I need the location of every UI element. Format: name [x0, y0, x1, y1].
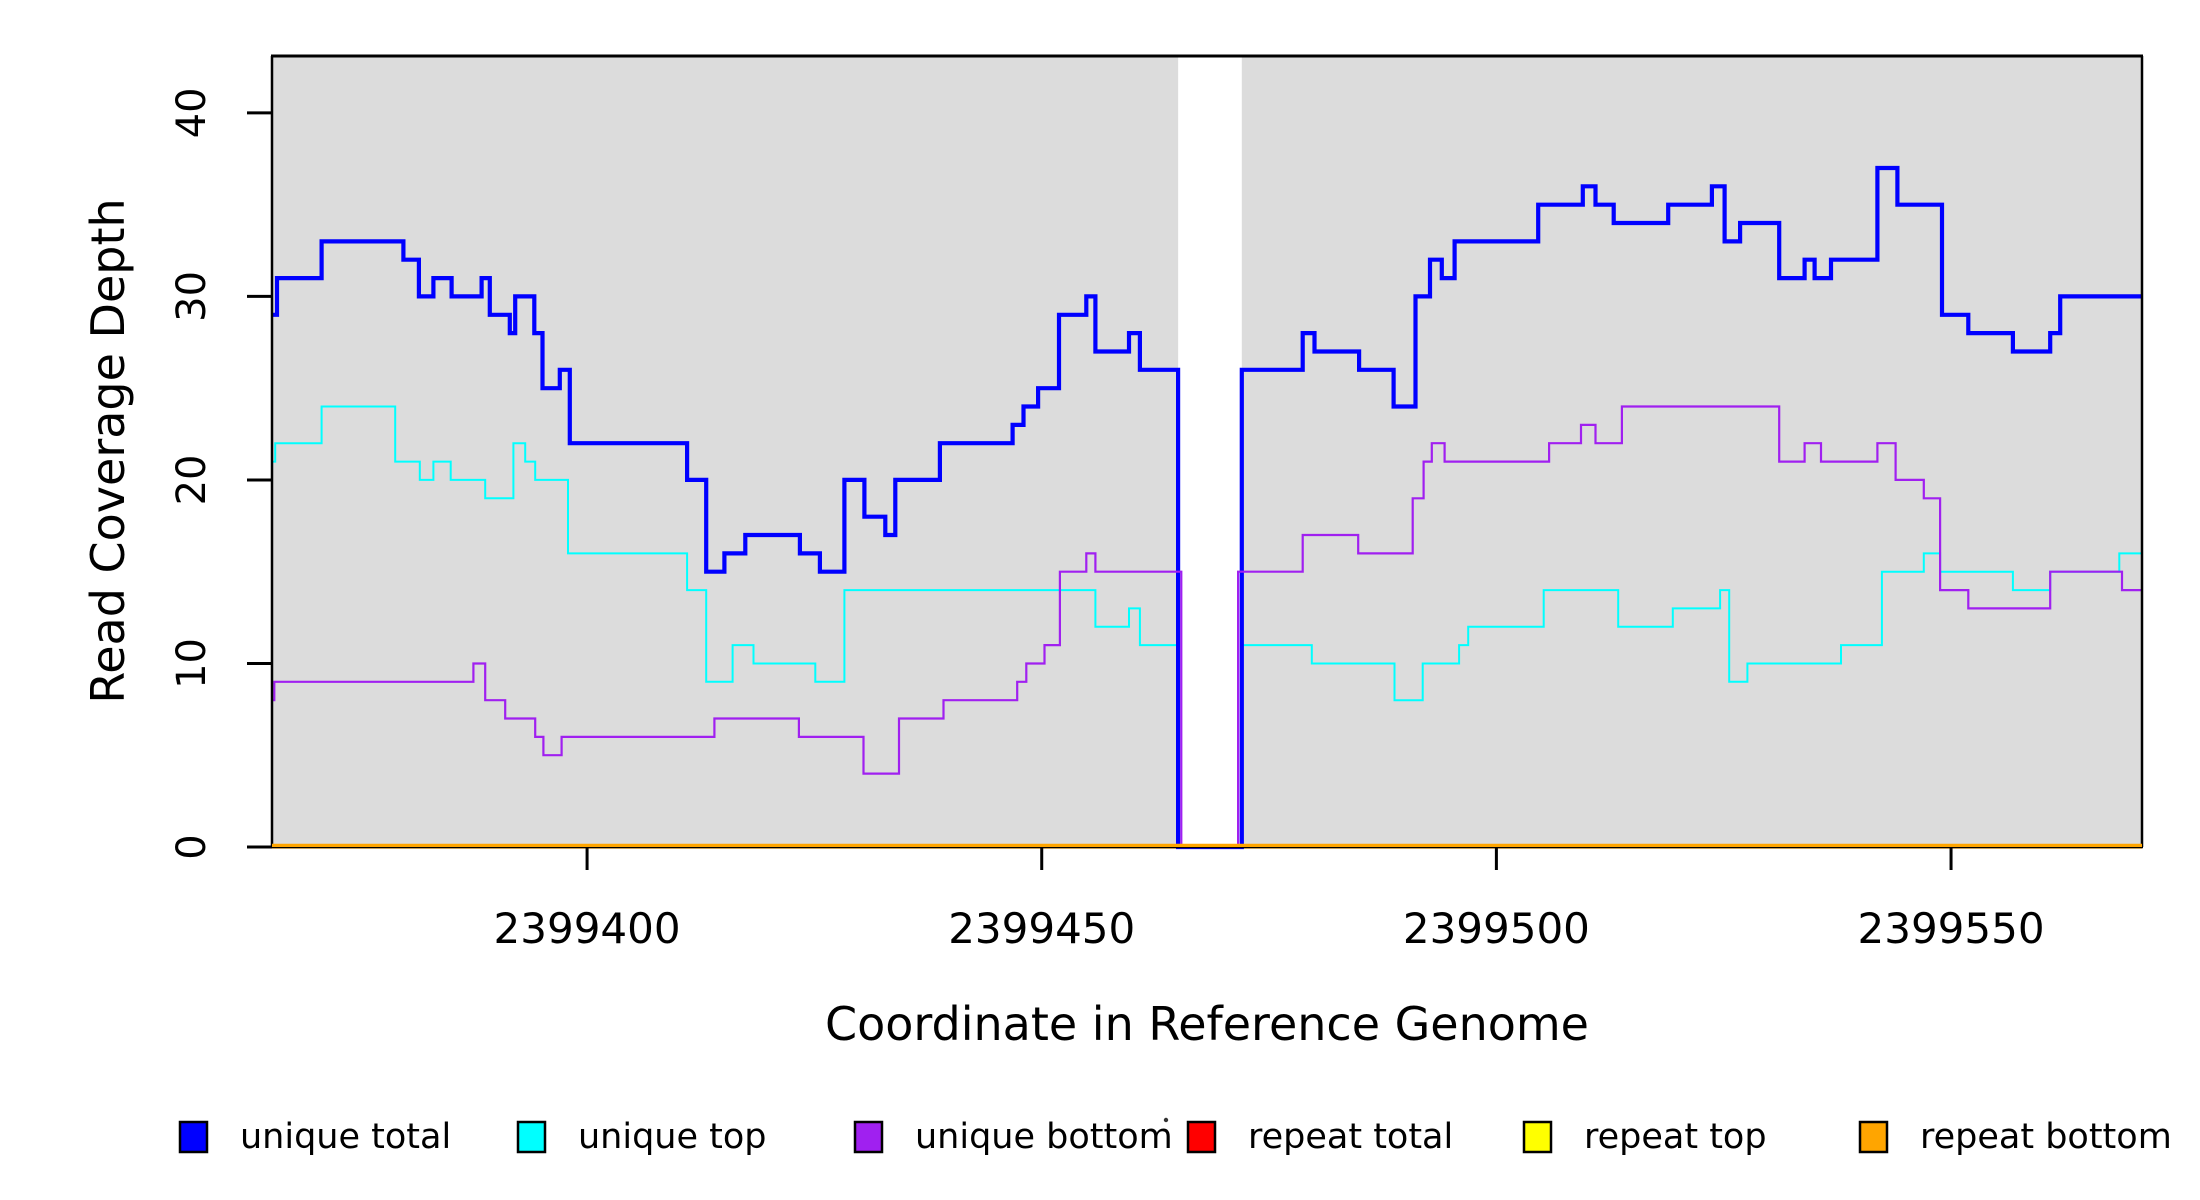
legend-item-unique-top: unique top — [516, 1117, 767, 1157]
legend-swatch-repeat-bottom — [1858, 1120, 1889, 1154]
legend-item-unique-bottom: unique bottom — [853, 1117, 1173, 1157]
x-tick-label: 2399500 — [1403, 904, 1590, 953]
plot-frame — [270, 54, 2144, 849]
legend-swatch-unique-bottom — [853, 1120, 884, 1154]
legend-label: repeat total — [1248, 1117, 1453, 1157]
x-tick-label: 2399450 — [948, 904, 1135, 953]
legend-item-repeat-top: repeat top — [1522, 1117, 1767, 1157]
legend-swatch-repeat-total — [1186, 1120, 1217, 1154]
legend-swatch-repeat-top — [1522, 1120, 1553, 1154]
legend-label: unique top — [578, 1117, 767, 1157]
legend-item-repeat-bottom: repeat bottom — [1858, 1117, 2172, 1157]
x-tick-label: 2399400 — [494, 904, 681, 953]
x-axis-title: Coordinate in Reference Genome — [825, 997, 1589, 1051]
legend-label: unique total — [240, 1117, 451, 1157]
legend-swatch-unique-top — [516, 1120, 547, 1154]
x-tick-label: 2399550 — [1858, 904, 2045, 953]
legend-item-repeat-total: repeat total — [1186, 1117, 1453, 1157]
series-unique-total — [272, 165, 2142, 850]
legend-label: repeat bottom — [1920, 1117, 2172, 1157]
y-tick-label: 0 — [169, 834, 215, 859]
y-axis: 0 10 20 30 40 — [169, 87, 272, 860]
y-tick-label: 30 — [169, 271, 215, 322]
legend-label: repeat top — [1584, 1117, 1767, 1157]
legend-label: unique bottom — [915, 1117, 1173, 1157]
panel-left — [272, 56, 1179, 847]
series-unique-bottom — [272, 405, 2142, 849]
panel-right — [1241, 56, 2142, 847]
plot-background — [272, 56, 2142, 847]
y-axis-title: Read Coverage Depth — [81, 198, 135, 703]
series-unique-top — [272, 405, 2142, 848]
x-axis: 2399400 2399450 2399500 2399550 — [494, 847, 2045, 953]
stray-dot — [1163, 1117, 1169, 1123]
legend-swatch-unique-total — [178, 1120, 209, 1154]
legend-item-unique-total: unique total — [178, 1117, 451, 1157]
y-tick-label: 40 — [169, 87, 215, 138]
y-tick-label: 10 — [169, 638, 215, 689]
y-tick-label: 20 — [169, 454, 215, 505]
legend: unique total unique top unique bottom repea… — [178, 1117, 2172, 1157]
